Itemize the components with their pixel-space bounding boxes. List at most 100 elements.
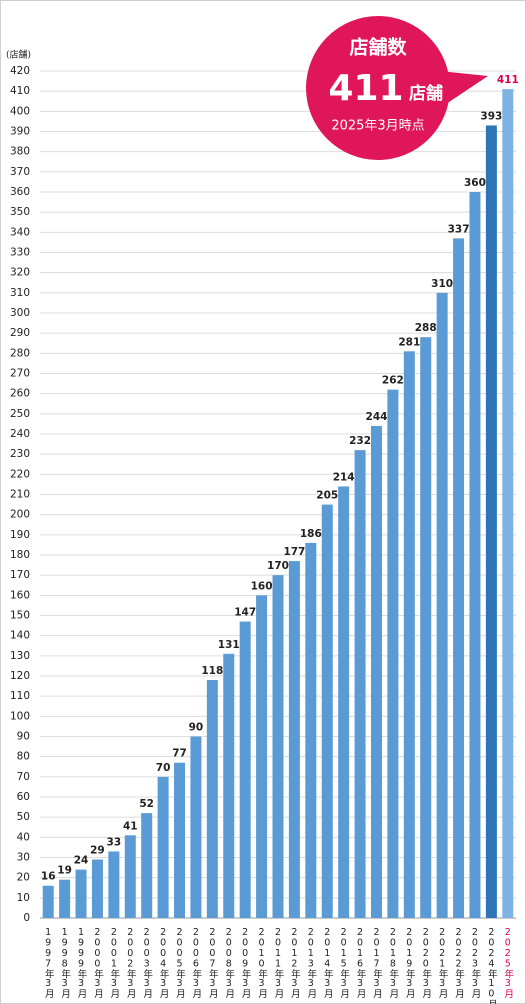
x-tick-label: 2006年3月 bbox=[190, 927, 202, 999]
data-label: 337 bbox=[448, 223, 470, 235]
bar bbox=[305, 542, 317, 918]
bar bbox=[223, 653, 235, 918]
data-label: 118 bbox=[201, 665, 223, 677]
x-tick-label: 2013年3月 bbox=[305, 927, 317, 999]
callout-date: 2025年3月時点 bbox=[331, 119, 424, 134]
x-tick-label: 1998年3月 bbox=[59, 927, 71, 999]
x-tick-label: 2015年3月 bbox=[338, 927, 350, 999]
y-tick-label: 230 bbox=[10, 448, 30, 460]
x-tick-label: 2024年10月 bbox=[486, 927, 498, 1004]
x-tick-label: 2009年3月 bbox=[240, 927, 252, 999]
data-label: 177 bbox=[283, 546, 305, 558]
bar bbox=[436, 292, 448, 918]
y-tick-label: 270 bbox=[10, 368, 30, 380]
bar bbox=[420, 337, 432, 918]
x-tick-label: 1999年3月 bbox=[76, 927, 88, 999]
bar bbox=[190, 736, 202, 918]
x-tick-label: 2005年3月 bbox=[174, 927, 186, 999]
y-tick-label: 90 bbox=[17, 731, 30, 743]
x-tick-label: 2003年3月 bbox=[141, 927, 153, 999]
bar bbox=[75, 869, 87, 918]
y-tick-label: 170 bbox=[10, 569, 30, 581]
y-tick-label: 10 bbox=[17, 892, 30, 904]
x-tick-label: 2010年3月 bbox=[256, 927, 268, 999]
data-label: 214 bbox=[333, 471, 355, 483]
bar bbox=[272, 575, 284, 918]
y-tick-label: 310 bbox=[10, 287, 30, 299]
y-tick-label: 30 bbox=[17, 852, 30, 864]
x-tick-label: 2021年3月 bbox=[437, 927, 449, 999]
y-tick-label: 340 bbox=[10, 226, 30, 238]
bar bbox=[91, 859, 103, 918]
bar bbox=[42, 885, 54, 918]
y-tick-label: 250 bbox=[10, 408, 30, 420]
data-label: 19 bbox=[57, 865, 72, 877]
y-tick-label: 120 bbox=[10, 670, 30, 682]
y-tick-label: 70 bbox=[17, 771, 30, 783]
y-tick-label: 420 bbox=[10, 65, 30, 77]
data-label: 70 bbox=[156, 762, 171, 774]
data-label: 232 bbox=[349, 435, 371, 447]
bar bbox=[453, 238, 465, 919]
y-tick-label: 100 bbox=[10, 710, 30, 722]
bar bbox=[256, 595, 268, 918]
x-tick-label: 2016年3月 bbox=[355, 927, 367, 999]
y-tick-label: 220 bbox=[10, 468, 30, 480]
y-tick-label: 60 bbox=[17, 791, 30, 803]
callout: 店舗数 411 店舗 2025年3月時点 bbox=[306, 16, 488, 160]
data-label: 160 bbox=[251, 580, 273, 592]
data-label: 281 bbox=[398, 336, 420, 348]
bar bbox=[370, 425, 382, 918]
x-tick-label: 2012年3月 bbox=[289, 927, 301, 999]
data-label: 33 bbox=[107, 836, 122, 848]
bar bbox=[321, 504, 333, 918]
y-tick-label: 40 bbox=[17, 831, 30, 843]
x-tick-label: 2023年3月 bbox=[469, 927, 481, 999]
bar bbox=[354, 450, 366, 918]
x-tick-label: 1997年3月 bbox=[43, 927, 55, 999]
y-tick-label: 50 bbox=[17, 811, 30, 823]
callout-heading: 店舗数 bbox=[349, 36, 407, 59]
bar bbox=[502, 89, 514, 918]
data-label: 310 bbox=[431, 278, 453, 290]
data-label: 170 bbox=[267, 560, 289, 572]
y-tick-label: 350 bbox=[10, 206, 30, 218]
y-tick-label: 130 bbox=[10, 650, 30, 662]
y-tick-label: 180 bbox=[10, 549, 30, 561]
y-tick-label: 380 bbox=[10, 146, 30, 158]
callout-unit: 店舗 bbox=[409, 83, 443, 104]
y-tick-label: 410 bbox=[10, 85, 30, 97]
x-tick-label: 2017年3月 bbox=[371, 927, 383, 999]
y-tick-label: 80 bbox=[17, 751, 30, 763]
y-tick-label: 290 bbox=[10, 327, 30, 339]
data-label: 77 bbox=[172, 748, 187, 760]
bar bbox=[124, 835, 136, 918]
x-tick-label: 2011年3月 bbox=[273, 927, 285, 999]
data-label: 147 bbox=[234, 607, 256, 619]
bar bbox=[387, 389, 399, 919]
x-tick-label: 2001年3月 bbox=[108, 927, 120, 999]
bar bbox=[108, 851, 120, 918]
y-tick-label: 260 bbox=[10, 388, 30, 400]
data-label: 186 bbox=[300, 528, 322, 540]
bar bbox=[288, 561, 300, 918]
y-tick-label: 0 bbox=[23, 912, 30, 924]
bar bbox=[59, 879, 71, 918]
data-label: 411 bbox=[497, 74, 519, 86]
data-label: 393 bbox=[480, 110, 502, 122]
x-tick-label: 2008年3月 bbox=[223, 927, 235, 999]
data-label: 90 bbox=[189, 722, 204, 734]
data-label: 24 bbox=[74, 855, 89, 867]
y-tick-label: 240 bbox=[10, 428, 30, 440]
callout-count: 411 bbox=[328, 68, 403, 109]
x-tick-label: 2000年3月 bbox=[92, 927, 104, 999]
bar bbox=[174, 762, 186, 918]
y-tick-label: 280 bbox=[10, 347, 30, 359]
y-tick-label: 20 bbox=[17, 872, 30, 884]
y-tick-label: 330 bbox=[10, 247, 30, 259]
data-label: 16 bbox=[41, 871, 56, 883]
bar bbox=[157, 776, 169, 918]
x-tick-label: 2018年3月 bbox=[387, 927, 399, 999]
x-tick-label: 2007年3月 bbox=[207, 927, 219, 999]
bar bbox=[485, 125, 497, 918]
